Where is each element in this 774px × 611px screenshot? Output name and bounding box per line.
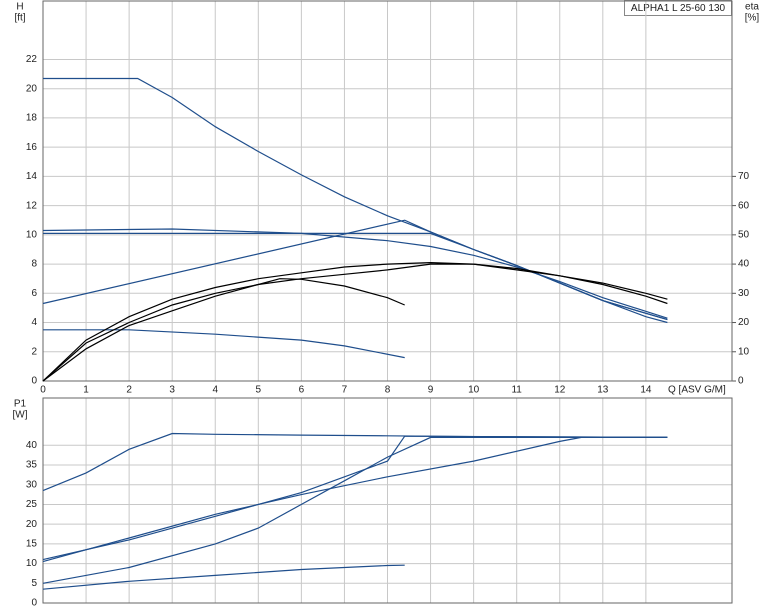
plot-frame xyxy=(42,397,733,604)
curve xyxy=(42,261,668,382)
x-tick-label: 6 xyxy=(299,385,305,396)
x-tick-label: 1 xyxy=(83,385,89,396)
y-tick-label: 35 xyxy=(26,460,38,471)
y-tick-label: 18 xyxy=(26,113,38,124)
y-axis-label: H xyxy=(16,2,23,13)
y-tick-label: 8 xyxy=(31,259,37,270)
y-tick-label: 20 xyxy=(26,519,38,530)
x-tick-label: 4 xyxy=(212,385,218,396)
x-tick-label: 7 xyxy=(342,385,348,396)
x-axis-label: Q [ASV G/M] xyxy=(668,385,726,396)
x-tick-label: 9 xyxy=(428,385,434,396)
curve xyxy=(42,564,405,590)
x-tick-label: 8 xyxy=(385,385,391,396)
y2-axis-label: [%] xyxy=(745,13,760,24)
curve xyxy=(42,436,668,584)
y-tick-label: 15 xyxy=(26,539,38,550)
y2-tick-label: 70 xyxy=(738,171,750,182)
y2-tick-label: 30 xyxy=(738,288,750,299)
x-tick-label: 14 xyxy=(640,385,652,396)
y2-tick-label: 60 xyxy=(738,200,750,211)
x-tick-label: 10 xyxy=(468,385,480,396)
x-tick-label: 0 xyxy=(40,385,46,396)
curve xyxy=(42,278,405,382)
curve xyxy=(42,435,668,561)
x-tick-label: 5 xyxy=(256,385,262,396)
y-tick-label: 20 xyxy=(26,83,38,94)
curve xyxy=(42,432,668,492)
curve xyxy=(42,228,668,319)
y2-axis-label: eta xyxy=(745,2,759,13)
y-tick-label: 6 xyxy=(31,288,37,299)
plot-frame xyxy=(42,0,733,382)
y-tick-label: 25 xyxy=(26,499,38,510)
x-tick-label: 13 xyxy=(597,385,609,396)
curve xyxy=(43,232,668,321)
y-axis-label: P1 xyxy=(14,399,27,410)
y-tick-label: 2 xyxy=(31,346,37,357)
y2-tick-label: 50 xyxy=(738,229,750,240)
y-axis-label: [W] xyxy=(13,410,28,421)
x-tick-label: 12 xyxy=(554,385,566,396)
x-tick-label: 3 xyxy=(169,385,175,396)
chart-title: ALPHA1 L 25-60 130 xyxy=(631,3,726,14)
y-tick-label: 4 xyxy=(31,317,37,328)
curve xyxy=(43,77,668,324)
y-axis-label: [ft] xyxy=(14,13,25,24)
y2-tick-label: 10 xyxy=(738,346,750,357)
y-tick-label: 12 xyxy=(26,200,38,211)
curve xyxy=(42,263,668,382)
y-tick-label: 0 xyxy=(31,376,37,387)
y-tick-label: 0 xyxy=(31,598,37,609)
x-tick-label: 2 xyxy=(126,385,132,396)
y-tick-label: 22 xyxy=(26,54,38,65)
y-tick-label: 5 xyxy=(31,578,37,589)
y-tick-label: 10 xyxy=(26,229,38,240)
curve xyxy=(42,436,668,563)
y2-tick-label: 20 xyxy=(738,317,750,328)
y-tick-label: 40 xyxy=(26,440,38,451)
y2-tick-label: 0 xyxy=(738,376,744,387)
y2-tick-label: 40 xyxy=(738,259,750,270)
y-tick-label: 10 xyxy=(26,558,38,569)
curve xyxy=(42,219,668,321)
x-tick-label: 11 xyxy=(511,385,522,396)
y-tick-label: 14 xyxy=(26,171,38,182)
y-tick-label: 16 xyxy=(26,142,38,153)
y-tick-label: 30 xyxy=(26,479,38,490)
